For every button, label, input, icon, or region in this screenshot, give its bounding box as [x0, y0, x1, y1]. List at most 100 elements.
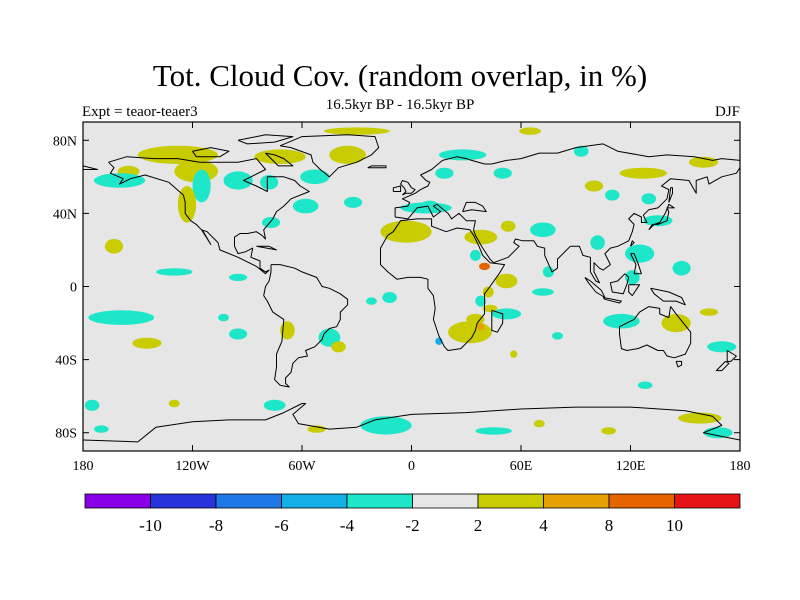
anomaly-patch	[493, 167, 512, 179]
coastline	[462, 201, 487, 213]
coastline	[392, 185, 402, 192]
anomaly-patch	[482, 286, 494, 298]
anomaly-patch	[672, 260, 691, 276]
anomaly-patch	[400, 202, 452, 214]
colorbar-swatch	[412, 493, 479, 509]
anomaly-patch	[661, 314, 691, 333]
anomaly-patch	[637, 381, 653, 389]
anomaly-patch	[260, 175, 279, 190]
anomaly-patch	[533, 419, 545, 428]
colorbar-label: -6	[274, 516, 288, 535]
anomaly-patch	[475, 295, 487, 307]
coastline	[263, 264, 349, 388]
anomaly-patch	[104, 239, 124, 254]
y-tick-label: 80S	[55, 427, 77, 442]
coastline	[395, 167, 740, 284]
x-tick-label: 120E	[616, 459, 646, 474]
anomaly-patch	[699, 308, 719, 316]
colorbar: -10 -8 -6 -4 -2 2 4 8 10	[84, 493, 741, 535]
colorbar-label: -2	[405, 516, 419, 535]
anomaly-patch	[229, 273, 248, 282]
x-tick-label: 60E	[510, 459, 533, 474]
coastlines	[83, 134, 740, 443]
coastline	[630, 240, 635, 247]
anomaly-patches	[84, 127, 737, 439]
coastline	[83, 165, 99, 170]
anomaly-patch	[229, 328, 248, 340]
coastline	[192, 147, 230, 158]
colorbar-swatch	[608, 493, 675, 509]
anomaly-patch	[625, 244, 655, 263]
colorbar-label: 2	[474, 516, 483, 535]
anomaly-patch	[678, 412, 722, 424]
anomaly-patch	[641, 193, 657, 205]
anomaly-patch	[88, 310, 155, 325]
colorbar-label: -8	[209, 516, 223, 535]
anomaly-patch	[477, 323, 485, 331]
colorbar-label: 10	[666, 516, 683, 535]
chart-title: Tot. Cloud Cov. (random overlap, in %)	[152, 58, 648, 93]
anomaly-patch	[192, 169, 211, 203]
anomaly-patch	[530, 222, 556, 238]
x-tick-label: 0	[408, 459, 415, 474]
colorbar-label: 8	[605, 516, 614, 535]
anomaly-patch	[605, 189, 620, 201]
y-tick-label: 40S	[55, 354, 77, 369]
anomaly-patch	[300, 169, 330, 185]
colorbar-swatch	[150, 493, 217, 509]
anomaly-patch	[223, 171, 253, 190]
anomaly-patch	[603, 313, 640, 329]
coastline	[668, 187, 673, 203]
anomaly-patch	[329, 145, 366, 164]
coastline	[726, 350, 737, 362]
axis-ticks: 180 120W 60W 0 60E 120E 180 80N 40N 0 40S 80S	[53, 122, 751, 474]
coastline	[367, 165, 387, 169]
anomaly-patch	[93, 173, 146, 188]
anomaly-patch	[168, 399, 180, 408]
coastline	[602, 297, 622, 304]
anomaly-patch	[435, 167, 454, 179]
y-tick-label: 40N	[53, 207, 77, 222]
season-label: DJF	[714, 104, 740, 120]
coastline	[83, 403, 740, 443]
coastline	[619, 306, 692, 359]
anomaly-patch	[703, 427, 733, 439]
anomaly-patch	[643, 215, 673, 227]
anomaly-patch	[619, 167, 667, 179]
coastline	[265, 152, 294, 167]
coastline	[108, 156, 310, 275]
anomaly-patch	[94, 425, 109, 433]
colorbar-swatch	[674, 493, 741, 509]
coastline	[380, 218, 506, 351]
coastline	[715, 360, 730, 372]
anomaly-patch	[469, 249, 481, 261]
coastline	[491, 309, 504, 333]
coastline	[394, 143, 740, 217]
anomaly-patch	[510, 350, 518, 358]
coastline	[650, 287, 686, 306]
colorbar-label: -10	[139, 516, 162, 535]
anomaly-patch	[218, 313, 229, 322]
y-tick-label: 80N	[53, 134, 77, 149]
colorbar-label: -4	[340, 516, 355, 535]
colorbar-swatch	[281, 493, 348, 509]
anomaly-patch	[495, 273, 518, 289]
colorbar-swatch	[84, 493, 151, 509]
colorbar-swatch	[215, 493, 282, 509]
x-tick-label: 180	[730, 459, 751, 474]
anomaly-patch	[466, 313, 485, 325]
anomaly-patch	[707, 341, 737, 353]
experiment-label: Expt = teaor-teaer3	[82, 104, 198, 120]
anomaly-patch	[532, 288, 554, 296]
anomaly-patch	[482, 304, 498, 313]
anomaly-patch	[601, 427, 616, 435]
x-tick-label: 60W	[288, 459, 316, 474]
anomaly-patch	[344, 196, 363, 208]
x-tick-label: 180	[73, 459, 94, 474]
coastline	[256, 245, 277, 251]
anomaly-patch	[475, 427, 512, 435]
y-tick-label: 0	[70, 281, 77, 296]
anomaly-patch	[360, 416, 412, 435]
anomaly-patch	[382, 292, 397, 303]
